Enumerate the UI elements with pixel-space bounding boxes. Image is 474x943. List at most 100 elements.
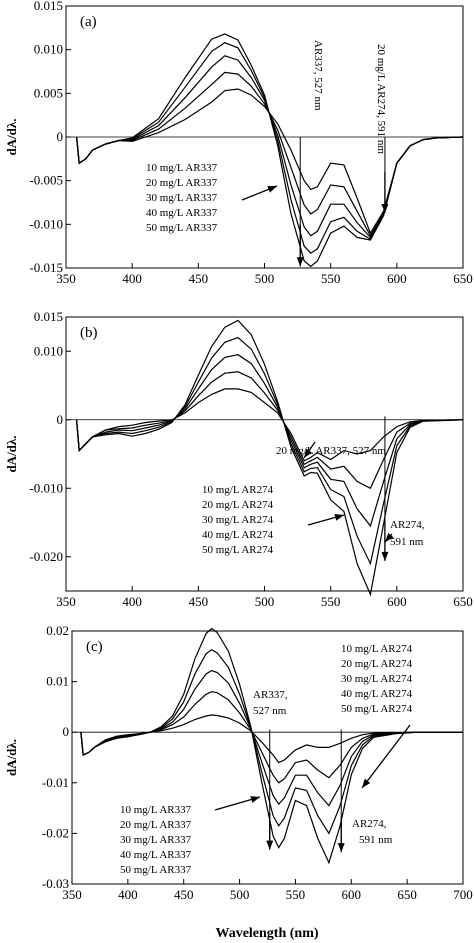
x-tick-label: 450 (189, 271, 209, 286)
legend-entry: 40 mg/L AR337 (146, 207, 218, 219)
y-tick-label: -0.03 (42, 876, 69, 891)
legend-arrow (307, 514, 345, 526)
x-tick-label: 400 (122, 271, 142, 286)
series-line-1 (80, 714, 463, 764)
label-arrow-591 (384, 532, 394, 543)
x-tick-label: 550 (321, 271, 341, 286)
marker-label-527a: AR337, (253, 689, 288, 701)
series-line-1 (76, 388, 464, 462)
legend-arrow-head (250, 796, 260, 803)
series-line-2 (76, 71, 464, 237)
series-line-5 (80, 627, 463, 865)
y-tick-label: -0.005 (29, 173, 63, 188)
panel-label: (a) (80, 14, 97, 30)
y-tick-label: 0 (63, 724, 70, 739)
legend-entry-2: 50 mg/L AR274 (341, 703, 413, 715)
marker-arrow-591 (381, 171, 389, 213)
legend-entry: 20 mg/L AR337 (146, 177, 218, 189)
marker-label-527b: 527 nm (253, 705, 287, 717)
series-line-4 (76, 336, 464, 566)
panel-label: (c) (86, 639, 103, 655)
marker-arrow-591 (337, 818, 345, 853)
marker-label-591a: AR274, (390, 519, 425, 531)
x-tick-label: 500 (255, 594, 275, 609)
marker-label-591a: AR274, (352, 818, 387, 830)
x-tick-label: 500 (255, 271, 275, 286)
legend-entry: 50 mg/L AR337 (120, 864, 192, 876)
y-tick-label: -0.015 (29, 260, 63, 275)
legend-entry-2: 30 mg/L AR274 (341, 673, 413, 685)
legend-entry: 10 mg/L AR337 (120, 804, 192, 816)
x-tick-label: 350 (62, 887, 82, 902)
series-line-3 (76, 354, 464, 528)
series-line-4 (76, 42, 464, 254)
marker-arrow-591-head (381, 203, 389, 213)
y-tick-label: -0.010 (29, 216, 63, 231)
marker-arrow-527-head (266, 840, 274, 850)
legend-arrow (241, 185, 278, 201)
label-arrow-591-head (385, 532, 394, 542)
legend-entry: 30 mg/L AR274 (202, 514, 274, 526)
x-tick-label: 650 (453, 271, 473, 286)
y-tick-label: -0.010 (29, 480, 63, 495)
marker-arrow-591-head (381, 551, 389, 561)
y-tick-label: 0.010 (34, 42, 63, 57)
plot-frame (71, 630, 464, 885)
x-tick-label: 350 (56, 594, 76, 609)
y-tick-label: 0 (57, 412, 64, 427)
x-tick-label: 650 (453, 594, 473, 609)
legend-entry: 10 mg/L AR337 (146, 162, 218, 174)
panel-a: 350 400 450 500 550 600 650 0.015 0.010 0.005 0 -0.… (4, 0, 473, 286)
marker-label-527: 20 mg/L AR337, 527 nm (276, 445, 386, 457)
x-tick-label: 450 (174, 887, 194, 902)
legend-arrow-2 (361, 724, 411, 789)
x-tick-label: 650 (397, 887, 417, 902)
legend-arrow-head (334, 514, 344, 521)
x-tick-label: 450 (189, 594, 209, 609)
legend-entry-2: 10 mg/L AR274 (341, 643, 413, 655)
series-line-3 (76, 55, 464, 239)
x-axis-title-group: Wavelength (nm) (215, 926, 318, 941)
y-tick-label: 0.010 (34, 343, 63, 358)
x-tick-label: 600 (387, 271, 407, 286)
legend-entry: 20 mg/L AR337 (120, 819, 192, 831)
marker-arrow-591-head (337, 843, 345, 853)
marker-arrow-527 (266, 813, 274, 850)
marker-arrow-527-head (304, 448, 312, 458)
panel-label: (b) (80, 325, 98, 341)
legend-arrow-2-head (362, 778, 371, 788)
y-tick-label: 0.02 (46, 623, 69, 638)
y-axis-title: dA/dλ. (4, 118, 19, 155)
y-axis-title: dA/dλ. (4, 435, 19, 472)
y-axis-title: dA/dλ. (4, 739, 19, 776)
marker-label-591: 20 mg/L AR274, 591 nm (375, 44, 387, 154)
y-tick-label: 0.015 (34, 0, 63, 13)
series-line-2 (76, 371, 464, 490)
legend-arrow (214, 796, 261, 811)
marker-label-527: AR337, 527 nm (312, 40, 324, 111)
series-line-5 (76, 33, 464, 268)
marker-arrow-527 (296, 224, 304, 267)
x-tick-label: 550 (286, 887, 306, 902)
legend-entry: 10 mg/L AR274 (202, 484, 274, 496)
y-tick-label: 0.01 (46, 674, 69, 689)
legend-entry-2: 20 mg/L AR274 (341, 658, 413, 670)
series-line-5 (76, 319, 464, 597)
marker-label-591b: 591 nm (359, 834, 393, 846)
legend-entry: 50 mg/L AR274 (202, 544, 274, 556)
legend-entry: 40 mg/L AR337 (120, 849, 192, 861)
y-tick-label: 0.015 (34, 309, 63, 324)
legend-entry: 20 mg/L AR274 (202, 499, 274, 511)
y-tick-label: -0.01 (42, 775, 69, 790)
x-tick-label: 400 (118, 887, 138, 902)
x-tick-label: 600 (342, 887, 362, 902)
legend-arrow-head (267, 186, 277, 193)
legend-entry: 30 mg/L AR337 (146, 192, 218, 204)
legend-arrow-2-shaft (361, 724, 411, 789)
legend-entry-2: 40 mg/L AR274 (341, 688, 413, 700)
x-tick-label: 700 (453, 887, 473, 902)
marker-arrow-527-head (296, 257, 304, 267)
y-tick-label: 0.005 (34, 85, 63, 100)
panel-c: 350 400 450 500 550 600 650 700 0.02 0.01 0 -0.01 -0… (4, 623, 473, 902)
